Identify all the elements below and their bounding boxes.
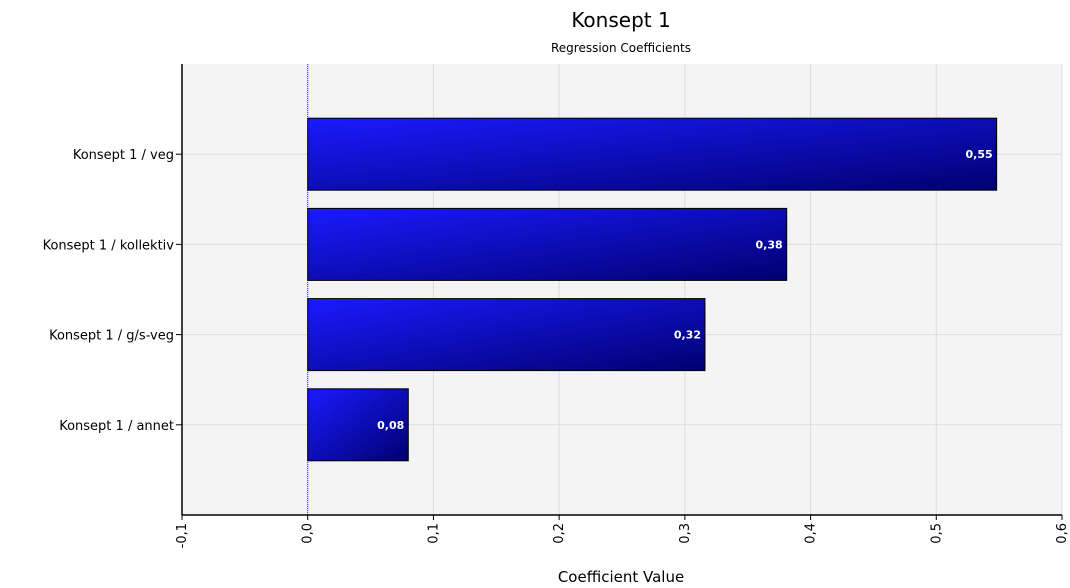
x-tick-label: -0,1 [175,523,190,548]
x-axis-label: Coefficient Value [558,568,684,586]
x-tick-label: 0,2 [552,523,567,544]
bar [307,388,409,462]
x-tick-label: 0,1 [426,523,441,544]
y-axis-ticks: Konsept 1 / veg Konsept 1 / kollektiv Kons… [43,148,182,434]
y-tick-label: Konsept 1 / kollektiv [43,238,175,253]
x-tick-label: 0,4 [804,523,819,544]
data-label: 0,55 [965,148,992,161]
x-tick-label: 0,0 [301,523,316,544]
bar [307,117,998,191]
data-label: 0,08 [377,419,404,432]
x-tick-label: 0,5 [929,523,944,544]
x-tick-label: 0,3 [678,523,693,544]
chart-subtitle: Regression Coefficients [551,41,691,55]
bars-group: 0,55 0,38 0,32 0,08 [307,117,998,462]
bar [307,298,706,372]
x-tick-label: 0,6 [1055,523,1070,544]
y-tick-label: Konsept 1 / g/s-veg [49,329,174,344]
x-axis-ticks: -0,1 0,0 0,1 0,2 0,3 0,4 0,5 0,6 [175,515,1070,548]
data-label: 0,32 [674,329,701,342]
data-label: 0,38 [756,238,783,251]
chart-title: Konsept 1 [571,8,670,32]
y-tick-label: Konsept 1 / annet [59,419,174,434]
y-tick-label: Konsept 1 / veg [73,148,174,163]
bar [307,207,788,281]
